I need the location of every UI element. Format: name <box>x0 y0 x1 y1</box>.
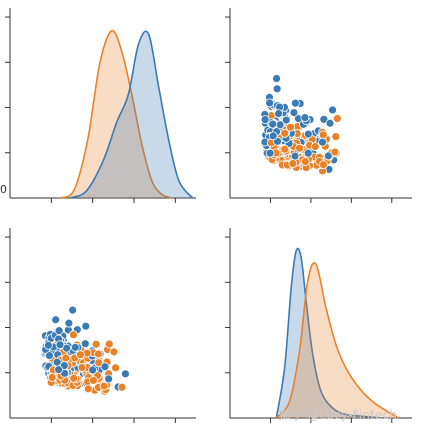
scatter-point <box>94 358 104 368</box>
scatter-panel-bottom-left <box>40 305 130 396</box>
kde-fill <box>276 248 383 418</box>
kde-line <box>60 29 173 199</box>
scatter-point <box>300 113 310 123</box>
scatter-point <box>290 151 300 161</box>
scatter-point <box>310 142 320 152</box>
scatter-point <box>332 114 342 123</box>
scatter-point <box>330 147 340 157</box>
scatter-point <box>52 357 62 367</box>
scatter-point <box>61 353 71 363</box>
kde-panel-bottom-right <box>275 247 400 419</box>
scatter-point <box>268 119 278 129</box>
kde-line <box>275 247 383 419</box>
scatter-point <box>323 151 333 161</box>
scatter-point <box>325 118 335 128</box>
scatter-point <box>319 160 328 169</box>
scatter-point <box>111 363 120 373</box>
scatter-point <box>286 122 295 132</box>
scatter-point <box>43 340 53 350</box>
scatter-point <box>280 144 290 154</box>
scatter-panel-top-right <box>260 74 342 176</box>
scatter-point <box>55 340 65 350</box>
scatter-point <box>64 318 74 328</box>
kde-fill <box>276 262 399 418</box>
scatter-point <box>318 130 328 140</box>
scatter-point <box>291 98 300 108</box>
scatter-point <box>268 131 278 141</box>
scatter-point <box>75 350 85 360</box>
scatter-point <box>109 347 119 357</box>
scatter-point <box>265 148 275 158</box>
scatter-point <box>69 373 79 383</box>
scatter-point <box>265 98 274 108</box>
scatter-point <box>89 375 98 385</box>
kde-fill <box>69 31 193 198</box>
scatter-point <box>83 384 93 394</box>
kde-panel-top-left <box>60 29 194 199</box>
scatter-point <box>260 115 270 124</box>
scatter-point <box>81 321 91 331</box>
scatter-point <box>272 74 281 83</box>
scatter-point <box>91 339 101 349</box>
scatter-point <box>272 84 282 94</box>
scatter-point <box>303 148 313 158</box>
scatter-point <box>280 128 290 138</box>
scatter-point <box>319 114 329 124</box>
scatter-point <box>331 132 341 141</box>
scatter-point <box>99 381 109 391</box>
watermark: 知乎 @Lucy-Fintech <box>279 408 398 422</box>
scatter-point <box>77 363 87 372</box>
scatter-point <box>70 342 80 352</box>
scatter-point <box>295 143 304 153</box>
scatter-point <box>104 339 114 349</box>
scatter-point <box>88 365 98 375</box>
scatter-point <box>47 373 57 382</box>
scatter-point <box>100 362 110 372</box>
scatter-point <box>289 108 299 117</box>
scatter-point <box>288 159 298 169</box>
scatter-point <box>68 305 78 315</box>
scatter-point <box>80 339 90 349</box>
scatter-point <box>117 382 127 392</box>
y-tick-label: 0 <box>0 183 7 196</box>
scatter-point <box>104 374 114 384</box>
scatter-point <box>54 365 64 375</box>
scatter-point <box>303 129 313 139</box>
kde-line <box>275 262 400 419</box>
scatter-point <box>328 105 337 115</box>
scatter-point <box>281 115 291 125</box>
scatter-point <box>318 137 327 147</box>
kde-line <box>68 30 194 199</box>
scatter-point <box>121 369 130 379</box>
scatter-point <box>94 349 103 359</box>
scatter-point <box>274 109 283 119</box>
scatter-point <box>45 351 54 361</box>
scatter-point <box>54 326 64 336</box>
scatter-point <box>68 330 78 340</box>
scatter-point <box>300 157 310 166</box>
scatter-point <box>51 315 61 325</box>
